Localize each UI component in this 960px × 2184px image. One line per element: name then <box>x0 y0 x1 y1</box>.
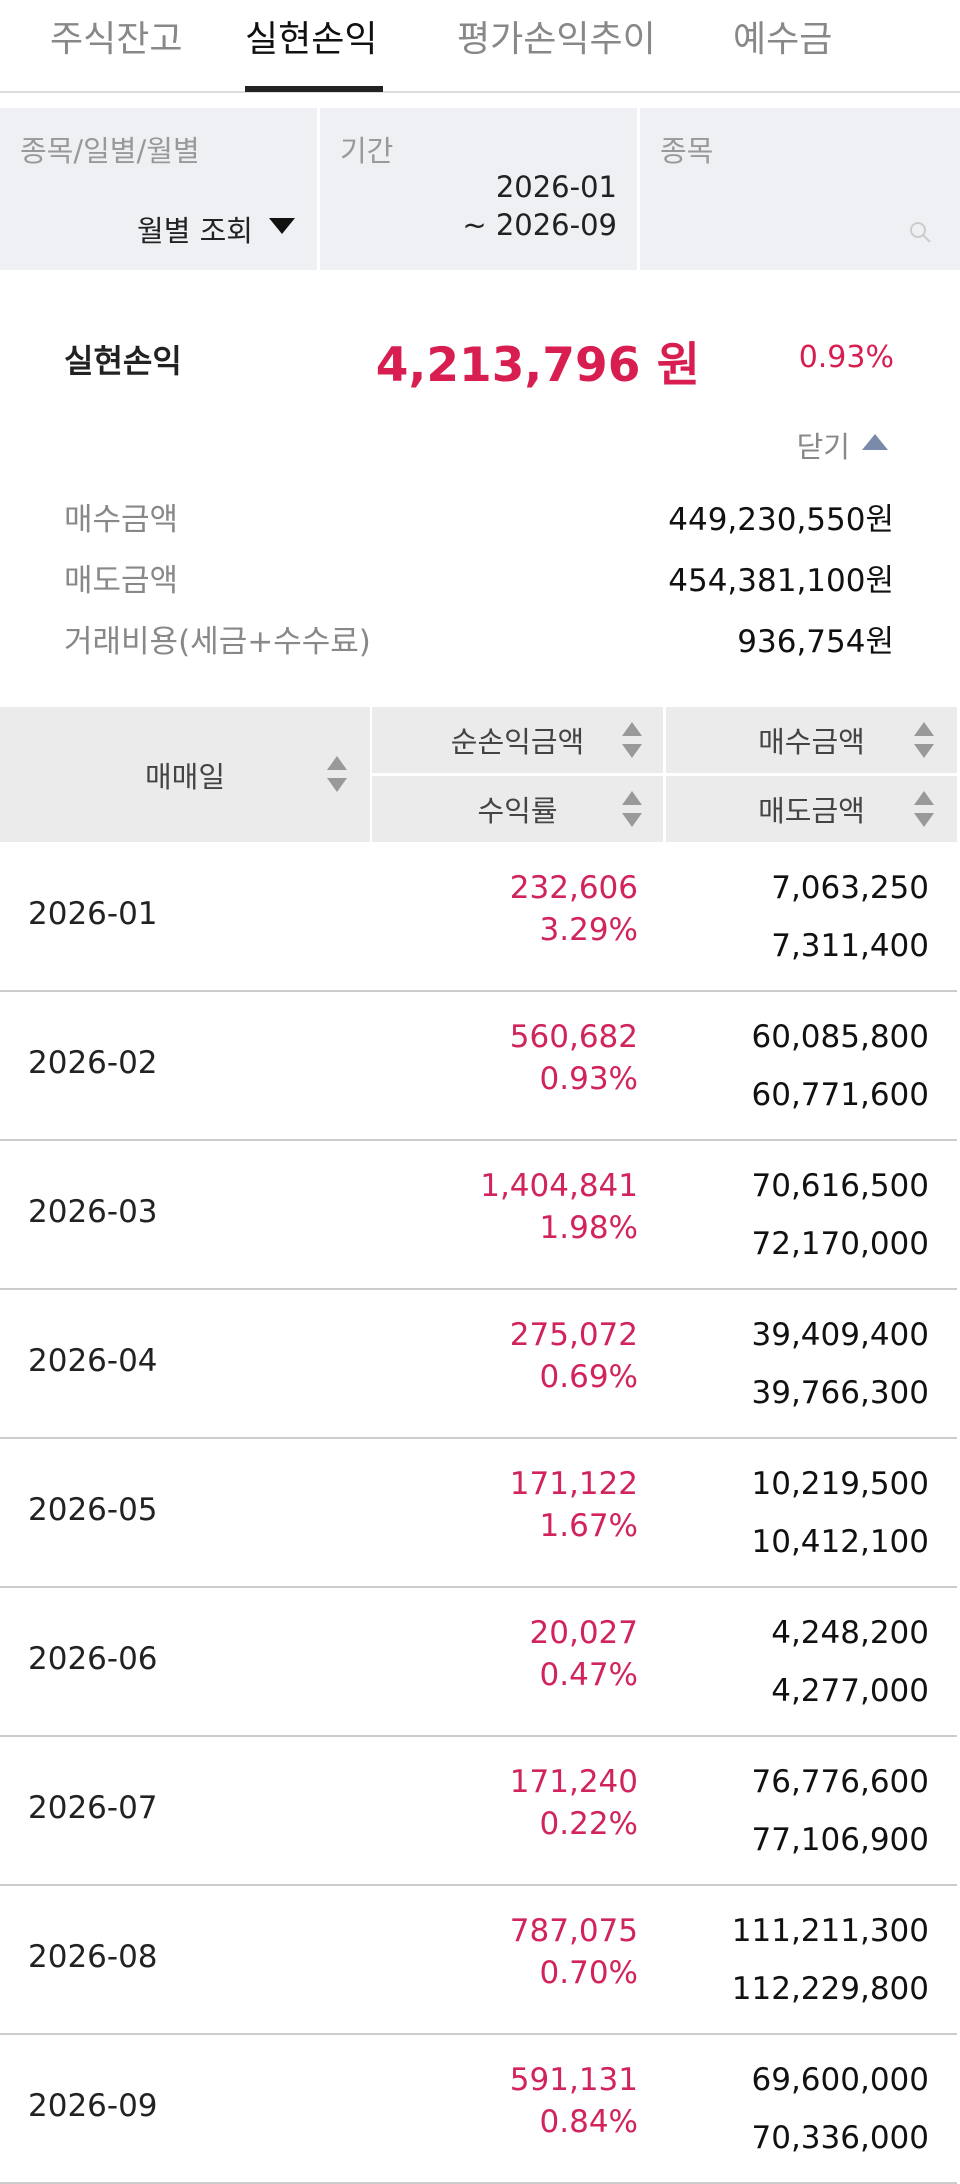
header-text: 매매일 <box>144 759 226 794</box>
rate: 0.70% <box>539 1955 638 1991</box>
sell-amount: 112,229,800 <box>731 1971 929 2007</box>
table-row[interactable]: 2026-04 275,072 0.69% 39,409,400 39,766,300 <box>0 1289 957 1439</box>
header-buy[interactable]: 매수금액 <box>666 707 957 773</box>
close-button[interactable]: 닫기 <box>796 430 850 464</box>
rate: 0.84% <box>539 2104 638 2140</box>
period-from: 2026-01 <box>495 170 617 204</box>
header-rate[interactable]: 수익률 <box>372 776 663 842</box>
rate: 0.69% <box>539 1359 638 1395</box>
profit: 591,131 <box>509 2062 638 2098</box>
summary-amount: 4,213,796 원 <box>375 338 700 393</box>
type-filter[interactable]: 종목/일별/월별 월별 조회 <box>0 108 317 270</box>
search-icon <box>910 222 931 243</box>
header-text: 매수금액 <box>758 725 865 759</box>
header-text: 순손익금액 <box>450 725 585 759</box>
buy-amount: 111,211,300 <box>731 1913 929 1949</box>
sort-icon[interactable] <box>620 719 644 761</box>
table-row[interactable]: 2026-05 171,122 1.67% 10,219,500 10,412,100 <box>0 1438 957 1588</box>
tab[interactable]: 실현손익 <box>245 19 378 60</box>
table-row[interactable]: 2026-07 171,240 0.22% 76,776,600 77,106,900 <box>0 1736 957 1886</box>
header-text: 수익률 <box>477 794 558 828</box>
period-filter[interactable]: 기간 2026-01 ~ 2026-09 <box>320 108 637 270</box>
rate: 0.93% <box>539 1061 638 1097</box>
header-sell[interactable]: 매도금액 <box>666 776 957 842</box>
buy-amount: 7,063,250 <box>771 870 929 906</box>
sort-icon[interactable] <box>620 788 644 830</box>
date: 2026-03 <box>28 1194 158 1230</box>
filter-value: 월별 조회 <box>137 214 253 248</box>
detail-value: 449,230,550원 <box>668 502 894 538</box>
table-row[interactable]: 2026-06 20,027 0.47% 4,248,200 4,277,000 <box>0 1587 957 1737</box>
buy-amount: 4,248,200 <box>771 1615 929 1651</box>
rate: 3.29% <box>539 912 638 948</box>
date: 2026-09 <box>28 2088 158 2124</box>
collapse-arrow <box>862 434 888 450</box>
table-row[interactable]: 2026-08 787,075 0.70% 111,211,300 112,229,80… <box>0 1885 957 2035</box>
detail-label: 매도금액 <box>64 563 179 599</box>
date: 2026-07 <box>28 1790 158 1826</box>
filter-label: 종목 <box>660 134 714 168</box>
sort-icon[interactable] <box>912 719 936 761</box>
header-date[interactable]: 매매일 <box>0 707 370 842</box>
detail-label: 매수금액 <box>64 502 179 538</box>
tab[interactable]: 예수금 <box>733 19 833 60</box>
sell-amount: 10,412,100 <box>751 1524 930 1560</box>
sell-amount: 77,106,900 <box>751 1822 930 1858</box>
header-text: 매도금액 <box>758 794 865 828</box>
table-row[interactable]: 2026-02 560,682 0.93% 60,085,800 60,771,600 <box>0 991 957 1141</box>
filter-label: 기간 <box>340 134 394 168</box>
date: 2026-02 <box>28 1045 158 1081</box>
buy-amount: 69,600,000 <box>751 2062 930 2098</box>
summary-rate: 0.93% <box>798 340 894 375</box>
sort-icon[interactable] <box>325 753 349 795</box>
filter-label: 종목/일별/월별 <box>20 134 200 168</box>
profit: 787,075 <box>509 1913 638 1949</box>
profit: 232,606 <box>509 870 638 906</box>
date: 2026-04 <box>28 1343 158 1379</box>
active-tab-indicator <box>245 86 383 92</box>
profit: 20,027 <box>529 1615 638 1651</box>
tab-divider <box>0 91 960 93</box>
profit: 275,072 <box>509 1317 638 1353</box>
sell-amount: 72,170,000 <box>751 1226 930 1262</box>
date: 2026-05 <box>28 1492 158 1528</box>
buy-amount: 10,219,500 <box>751 1466 930 1502</box>
sell-amount: 4,277,000 <box>771 1673 929 1709</box>
table-row[interactable]: 2026-09 591,131 0.84% 69,600,000 70,336,000 <box>0 2034 957 2184</box>
date: 2026-08 <box>28 1939 158 1975</box>
buy-amount: 76,776,600 <box>751 1764 930 1800</box>
buy-amount: 60,085,800 <box>751 1019 930 1055</box>
profit: 171,122 <box>509 1466 638 1502</box>
sell-amount: 7,311,400 <box>771 928 929 964</box>
sell-amount: 70,336,000 <box>751 2120 930 2156</box>
period-to: ~ 2026-09 <box>462 208 617 242</box>
summary-label: 실현손익 <box>64 342 182 380</box>
detail-value: 454,381,100원 <box>668 563 894 599</box>
profit: 560,682 <box>509 1019 638 1055</box>
sell-amount: 60,771,600 <box>751 1077 930 1113</box>
rate: 1.67% <box>539 1508 638 1544</box>
rate: 0.22% <box>539 1806 638 1842</box>
buy-amount: 70,616,500 <box>751 1168 930 1204</box>
sell-amount: 39,766,300 <box>751 1375 930 1411</box>
rate: 0.47% <box>539 1657 638 1693</box>
profit: 171,240 <box>509 1764 638 1800</box>
tab[interactable]: 평가손익추이 <box>457 19 656 60</box>
table-row[interactable]: 2026-01 232,606 3.29% 7,063,250 7,311,400 <box>0 842 957 992</box>
header-profit[interactable]: 순손익금액 <box>372 707 663 773</box>
detail-value: 936,754원 <box>737 624 894 660</box>
buy-amount: 39,409,400 <box>751 1317 930 1353</box>
detail-label: 거래비용(세금+수수료) <box>64 624 371 660</box>
tab[interactable]: 주식잔고 <box>50 19 183 60</box>
profit: 1,404,841 <box>480 1168 638 1204</box>
sort-icon[interactable] <box>912 788 936 830</box>
date: 2026-01 <box>28 896 158 932</box>
table-row[interactable]: 2026-03 1,404,841 1.98% 70,616,500 72,170,00… <box>0 1140 957 1290</box>
stock-filter[interactable]: 종목 <box>640 108 960 270</box>
rate: 1.98% <box>539 1210 638 1246</box>
dropdown-arrow <box>269 218 295 234</box>
date: 2026-06 <box>28 1641 158 1677</box>
